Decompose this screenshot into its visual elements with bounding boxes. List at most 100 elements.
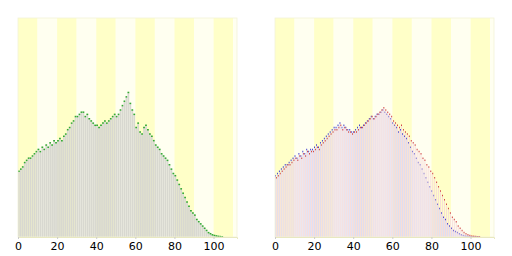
bar-top [290, 160, 292, 162]
bar [182, 193, 184, 237]
bar [40, 152, 42, 237]
bar-top [373, 118, 375, 120]
bar [28, 158, 30, 237]
bar [453, 219, 455, 237]
bar [459, 228, 461, 237]
bar [430, 171, 432, 237]
bar-top [34, 153, 36, 155]
bar [340, 125, 342, 237]
bar [346, 130, 348, 237]
band [314, 18, 334, 237]
bar [337, 125, 339, 237]
bar-top [153, 140, 155, 142]
bar [116, 117, 118, 237]
bar [310, 149, 312, 237]
bar-top [120, 109, 122, 111]
bar [428, 167, 430, 237]
bar-top [284, 164, 286, 166]
bar-top [135, 127, 137, 129]
bar [375, 117, 377, 237]
bar [303, 154, 305, 237]
bar [47, 147, 49, 237]
bar-top [439, 190, 441, 192]
bar-top [124, 100, 126, 102]
bar [45, 145, 47, 237]
bar [296, 158, 298, 237]
bar-top [437, 186, 439, 188]
bar-top [314, 149, 316, 151]
bar [22, 167, 24, 237]
bar-top [335, 127, 337, 129]
bar-top [41, 146, 43, 148]
bar-top [43, 149, 45, 151]
bars [275, 108, 480, 237]
bar-top [345, 127, 347, 129]
bar [393, 121, 395, 237]
bar-top [319, 142, 321, 144]
bar [135, 128, 137, 238]
bar [26, 160, 28, 237]
bar [321, 141, 323, 237]
bar-top [288, 162, 290, 164]
bar-top [215, 235, 217, 237]
tick-mark [18, 237, 19, 239]
bar-top [129, 103, 131, 105]
bar-top [180, 188, 182, 190]
bar-top [461, 230, 463, 232]
bar [366, 121, 368, 237]
bar [374, 117, 376, 237]
bar [434, 178, 436, 237]
bar [38, 149, 40, 237]
bar-top [337, 125, 339, 127]
bar [290, 160, 292, 237]
bar [112, 117, 114, 237]
bar [276, 173, 278, 237]
bar-top [293, 160, 295, 162]
bar-top [167, 160, 169, 162]
bar-top [441, 195, 443, 197]
bar [20, 169, 22, 237]
bar-top [106, 122, 108, 124]
tick-mark [214, 237, 215, 239]
tick-mark [314, 237, 315, 239]
bar [98, 128, 100, 238]
tick-mark [57, 237, 58, 239]
bar-top [349, 131, 351, 133]
bar [314, 147, 316, 237]
band [77, 18, 97, 237]
bar-top [349, 129, 351, 131]
bar [348, 132, 350, 237]
bar-top [30, 157, 32, 159]
bar [131, 110, 133, 237]
bar [320, 145, 322, 237]
bar [371, 117, 373, 237]
bar-top [377, 114, 379, 116]
bar-top [285, 166, 287, 168]
tick: 100 [204, 237, 225, 253]
bar-top [334, 129, 336, 131]
bar-top [88, 118, 90, 120]
bar-top [65, 133, 67, 135]
bar-top [157, 146, 159, 148]
bar-top [184, 197, 186, 199]
tick-mark [96, 237, 97, 239]
bar-top [394, 122, 396, 124]
bar [65, 134, 67, 237]
bar-top [81, 111, 83, 113]
bar-top [390, 116, 392, 118]
tick: 80 [168, 237, 182, 253]
bar [283, 169, 285, 237]
tick-label: 100 [461, 240, 482, 253]
bar-top [398, 127, 400, 129]
bar [327, 134, 329, 237]
bar-top [426, 164, 428, 166]
bar-top [408, 136, 410, 138]
bar [416, 149, 418, 237]
bar [345, 128, 347, 238]
bar-top [471, 235, 473, 237]
bar [128, 92, 130, 237]
bar [383, 108, 385, 237]
bar-top [359, 127, 361, 129]
bar [278, 171, 280, 237]
bar [206, 230, 208, 237]
